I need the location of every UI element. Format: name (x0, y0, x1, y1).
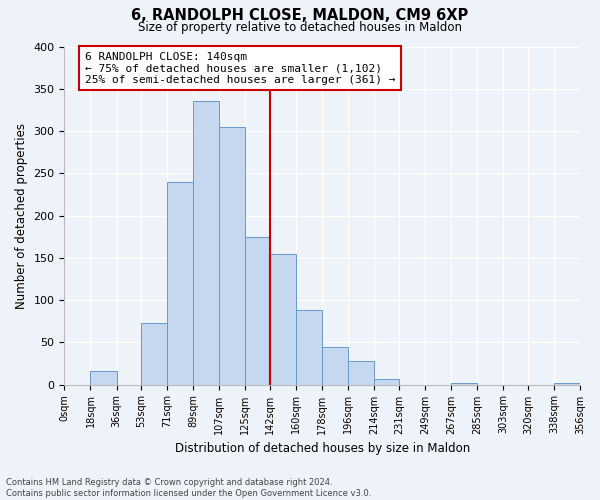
Bar (348, 361, 374, 384)
Bar (554, 383, 580, 384)
Bar (245, 236, 270, 384)
Bar (193, 102, 220, 385)
X-axis label: Distribution of detached houses by size in Maldon: Distribution of detached houses by size … (175, 442, 470, 455)
Bar (374, 378, 399, 384)
Bar (270, 254, 296, 384)
Bar (220, 127, 245, 384)
Y-axis label: Number of detached properties: Number of detached properties (15, 122, 28, 308)
Bar (141, 323, 167, 384)
Bar (322, 346, 348, 385)
Bar (451, 383, 477, 384)
Text: 6, RANDOLPH CLOSE, MALDON, CM9 6XP: 6, RANDOLPH CLOSE, MALDON, CM9 6XP (131, 8, 469, 22)
Bar (91, 371, 116, 384)
Bar (167, 182, 193, 384)
Text: Contains HM Land Registry data © Crown copyright and database right 2024.
Contai: Contains HM Land Registry data © Crown c… (6, 478, 371, 498)
Text: 6 RANDOLPH CLOSE: 140sqm
← 75% of detached houses are smaller (1,102)
25% of sem: 6 RANDOLPH CLOSE: 140sqm ← 75% of detach… (85, 52, 395, 85)
Bar (296, 310, 322, 384)
Text: Size of property relative to detached houses in Maldon: Size of property relative to detached ho… (138, 21, 462, 34)
